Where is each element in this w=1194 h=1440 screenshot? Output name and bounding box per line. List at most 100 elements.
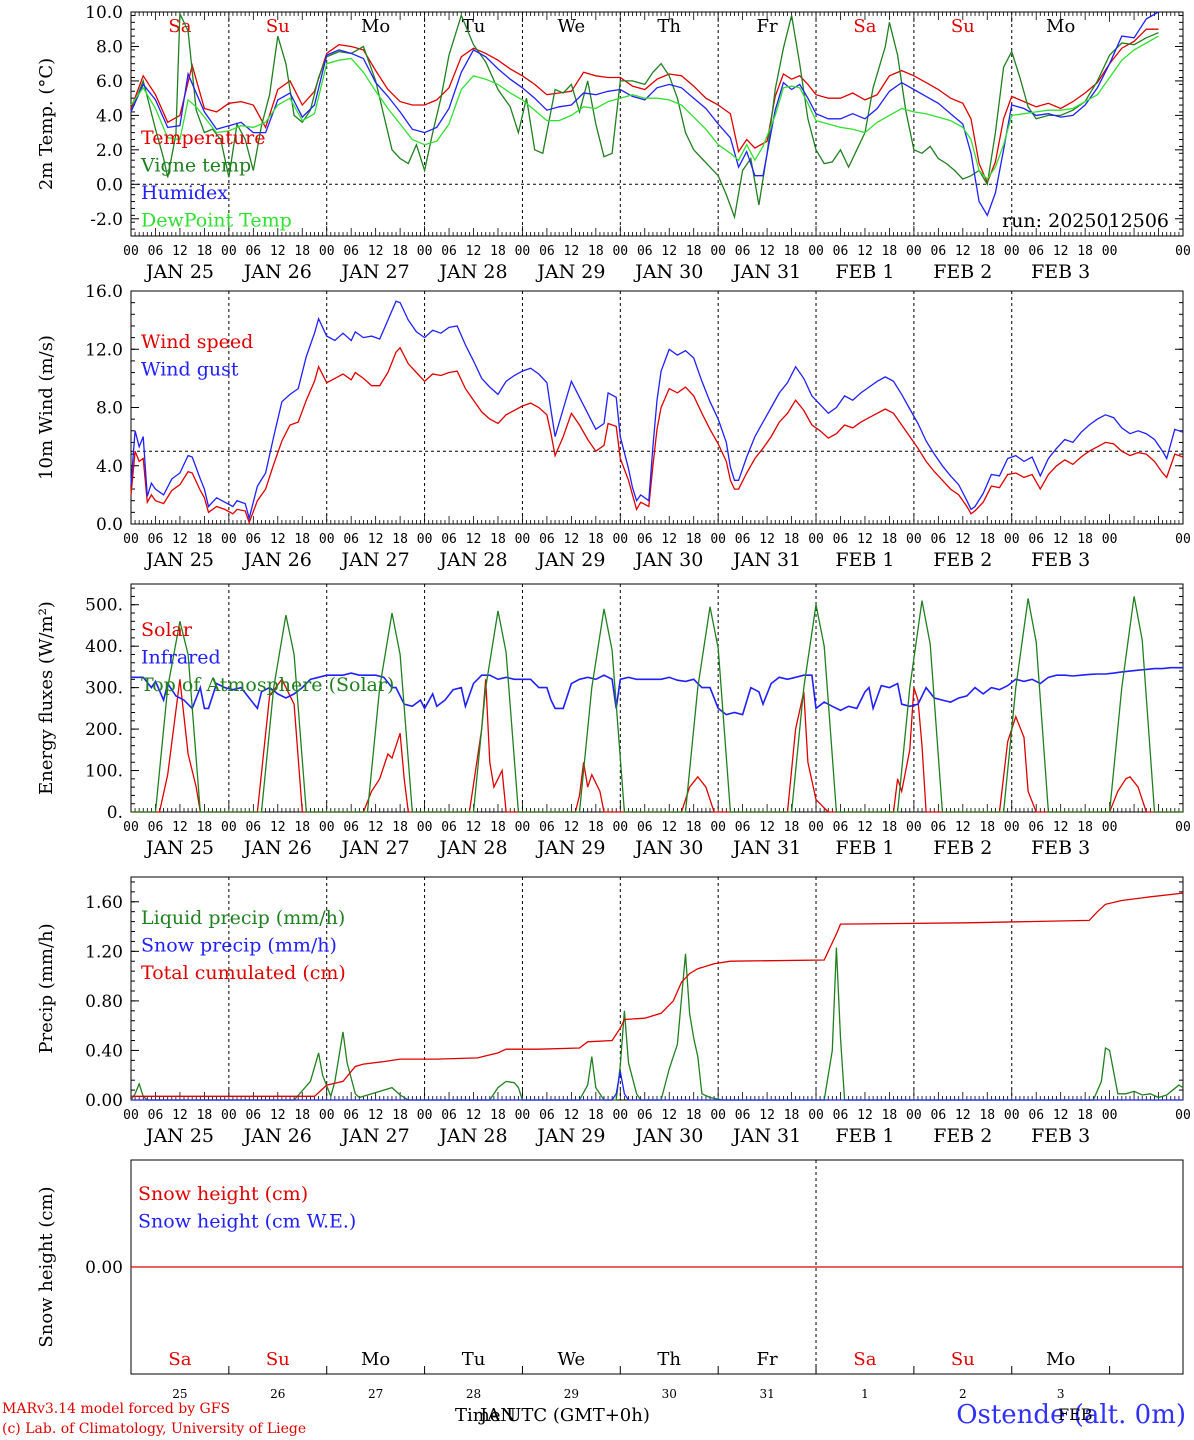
y-tick-label: 6.0 <box>96 72 123 92</box>
y-tick-label: 400. <box>85 637 123 657</box>
hour-label: 18 <box>784 244 800 259</box>
hour-label: 12 <box>564 1108 580 1123</box>
hour-label: 12 <box>368 532 384 547</box>
y-axis-label: 2m Temp. (°C) <box>36 58 57 190</box>
hour-label: 12 <box>172 1108 188 1123</box>
y-tick-label: 4.0 <box>96 106 123 126</box>
series-line <box>130 11 1159 217</box>
legend-entry: Vigne temp <box>140 155 251 177</box>
day-number-label: 3 <box>1057 1387 1065 1401</box>
y-tick-label: 0.0 <box>96 515 123 535</box>
hour-label: 12 <box>759 1108 775 1123</box>
hour-label: 18 <box>1077 244 1093 259</box>
hour-label: 12 <box>466 1108 482 1123</box>
y-tick-label: 0.0 <box>96 175 123 195</box>
hour-label: 00 <box>1004 244 1020 259</box>
hour-label: 00 <box>417 820 433 835</box>
legend-entry: Liquid precip (mm/h) <box>141 907 345 929</box>
hour-label: 18 <box>490 532 506 547</box>
day-number-label: 27 <box>368 1387 383 1401</box>
hour-label: 12 <box>564 820 580 835</box>
legend-entry: Infrared <box>141 647 221 669</box>
hour-label: 00 <box>808 244 824 259</box>
date-label: JAN 31 <box>731 837 801 859</box>
hour-label: 06 <box>931 532 947 547</box>
hour-label: 00 <box>417 1108 433 1123</box>
hour-label: 12 <box>564 532 580 547</box>
y-tick-label: 1.60 <box>85 893 123 913</box>
date-label: FEB 2 <box>933 261 992 283</box>
panel-2: 0.0 4.0 8.0 12.0 16.0 10m Wind (m/s) 00 06 12 18 0… <box>36 282 1191 571</box>
series-line <box>130 13 1159 220</box>
hour-label: 06 <box>833 1108 849 1123</box>
date-label: JAN 31 <box>731 1125 801 1147</box>
hour-label: 18 <box>588 1108 604 1123</box>
hour-label: 06 <box>148 820 164 835</box>
date-label: FEB 1 <box>835 1125 894 1147</box>
hour-label: 00 <box>515 1108 531 1123</box>
hour-label: 00 <box>1175 244 1191 259</box>
y-tick-label: 0. <box>107 803 123 823</box>
hour-label: 18 <box>686 820 702 835</box>
date-label: JAN 28 <box>437 549 507 571</box>
legend-entry: DewPoint Temp <box>141 210 292 232</box>
hour-label: 00 <box>1004 1108 1020 1123</box>
hour-label: 06 <box>1028 1108 1044 1123</box>
hour-label: 18 <box>294 244 310 259</box>
hour-label: 00 <box>319 244 335 259</box>
hour-label: 00 <box>808 532 824 547</box>
legend-entry: Wind gust <box>141 359 239 381</box>
hour-label: 18 <box>882 532 898 547</box>
hour-label: 06 <box>833 532 849 547</box>
hour-label: 06 <box>441 820 457 835</box>
hour-label: 12 <box>1053 1108 1069 1123</box>
hour-label: 06 <box>539 1108 555 1123</box>
hour-label: 06 <box>343 1108 359 1123</box>
hour-label: 00 <box>221 820 237 835</box>
y-tick-label: 10.0 <box>85 3 123 23</box>
date-label: JAN 30 <box>633 837 703 859</box>
date-label: JAN 29 <box>535 261 605 283</box>
hour-label: 06 <box>539 532 555 547</box>
hour-label: 06 <box>637 532 653 547</box>
hour-label: 18 <box>392 244 408 259</box>
series-line <box>130 947 1184 1101</box>
hour-label: 06 <box>539 820 555 835</box>
hour-label: 06 <box>441 1108 457 1123</box>
series-line <box>130 346 1184 525</box>
day-number-label: 30 <box>662 1387 677 1401</box>
date-label: FEB 3 <box>1031 261 1090 283</box>
weekday-label: Sa <box>853 16 876 37</box>
hour-label: 06 <box>833 244 849 259</box>
weekday-label: We <box>558 16 586 37</box>
hour-label: 06 <box>931 1108 947 1123</box>
hour-label: 00 <box>319 532 335 547</box>
hour-label: 06 <box>637 820 653 835</box>
hour-label: 06 <box>735 1108 751 1123</box>
legend-entry: Total cumulated (cm) <box>141 962 346 984</box>
y-axis-label: 10m Wind (m/s) <box>36 335 57 480</box>
credit-model: MARv3.14 model forced by GFS <box>2 1401 231 1417</box>
hour-label: 18 <box>1077 532 1093 547</box>
day-number-label: 28 <box>466 1387 481 1401</box>
hour-label: 12 <box>368 244 384 259</box>
panel-frame <box>130 11 1184 237</box>
hour-label: 12 <box>857 532 873 547</box>
day-number-label: 2 <box>959 1387 967 1401</box>
date-label: FEB 1 <box>835 837 894 859</box>
date-label: JAN 30 <box>633 549 703 571</box>
x-axis-title-overlap: JAN <box>480 1405 516 1426</box>
hour-label: 00 <box>221 532 237 547</box>
y-tick-label: 0.40 <box>85 1041 123 1061</box>
hour-label: 06 <box>1028 244 1044 259</box>
legend-entry: Wind speed <box>141 331 253 353</box>
panel-3: 0. 100. 200. 300. 400. 500. Energy fluxes (W/m… <box>36 583 1191 859</box>
day-number-label: 26 <box>270 1387 285 1401</box>
weekday-label: Th <box>657 1349 681 1370</box>
hour-label: 00 <box>1102 820 1118 835</box>
date-label: JAN 25 <box>144 261 214 283</box>
hour-label: 18 <box>979 244 995 259</box>
hour-label: 00 <box>319 1108 335 1123</box>
hour-label: 06 <box>931 820 947 835</box>
